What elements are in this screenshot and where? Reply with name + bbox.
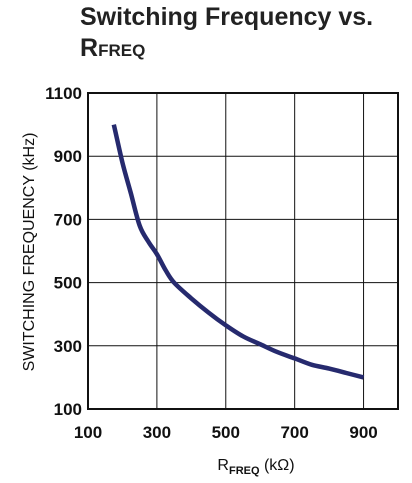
grid [87,92,399,410]
plot-frame [87,92,399,410]
series-line-0 [111,124,365,380]
x-tick-label-700: 700 [280,423,308,442]
series-group [111,124,365,380]
y-tick-label-700: 700 [54,210,82,229]
x-tick-label-500: 500 [212,423,240,442]
x-axis-label-unit: (kΩ) [260,457,295,474]
chart-title-line2: RFREQ [80,33,373,66]
y-tick-label-900: 900 [54,147,82,166]
y-tick-label-500: 500 [54,274,82,293]
chart-title-subscript: FREQ [98,41,146,60]
x-tick-label-100: 100 [74,423,102,442]
x-tick-label-900: 900 [349,423,377,442]
x-axis-label-main: R [217,457,229,474]
chart-title-main: R [80,34,99,62]
chart-title-line1: Switching Frequency vs. [80,3,374,31]
tick-labels: 100 300 500 700 900 1100 100 300 500 700 900 [45,84,378,442]
y-axis-label: SWITCHING FREQUENCY (kHz) [21,133,38,372]
y-tick-label-1100: 1100 [45,84,82,103]
y-tick-label-100: 100 [54,400,82,419]
x-tick-label-300: 300 [143,423,171,442]
y-tick-label-300: 300 [54,337,82,356]
chart-title: Switching Frequency vs. RFREQ [80,2,373,66]
x-axis-label: RFREQ (kΩ) [217,457,294,477]
x-axis-label-subscript: FREQ [229,465,260,477]
